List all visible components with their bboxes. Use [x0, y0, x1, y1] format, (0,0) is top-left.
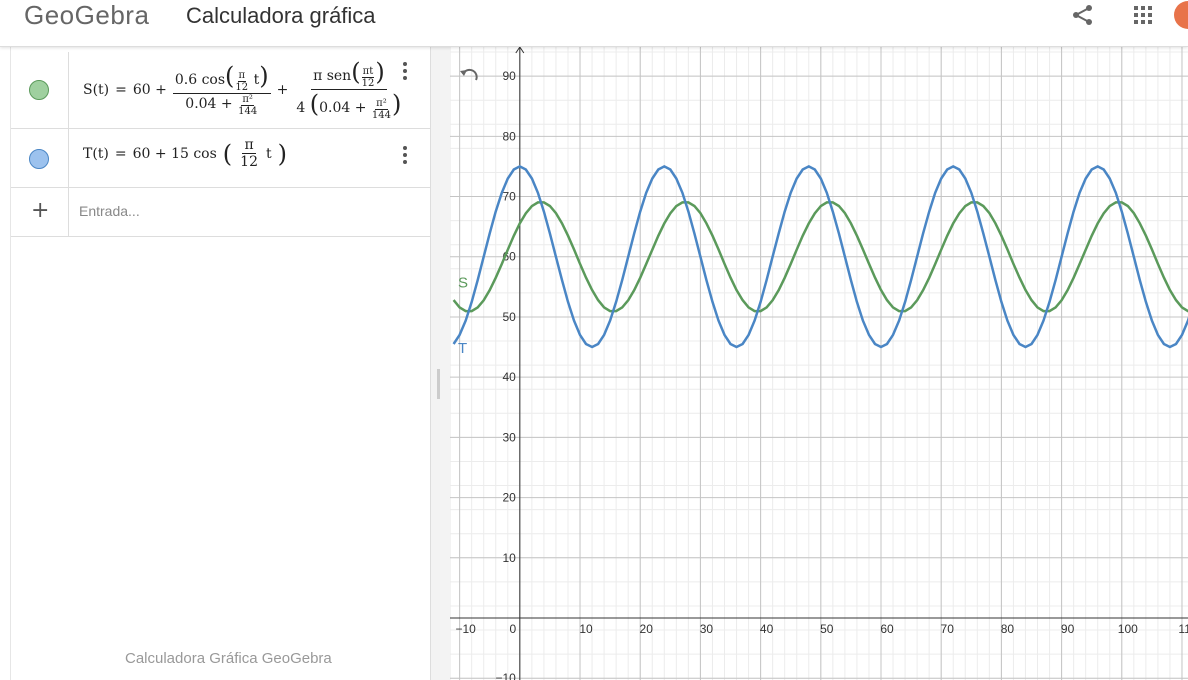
x-tick-label: 60: [880, 622, 894, 636]
lhs: T(t): [83, 145, 109, 162]
x-tick-label: 90: [1061, 622, 1075, 636]
algebra-panel: S(t) = 60 + 0.6 cos(π 12 t) 0.04 + π² 144 …: [10, 47, 431, 680]
y-tick-label: 50: [502, 310, 516, 324]
grid: [450, 46, 1188, 680]
term: 60 +: [132, 81, 167, 98]
x-tick-label: 110: [1178, 622, 1188, 636]
math-text: 4: [296, 100, 306, 116]
math-text: 144: [371, 110, 392, 121]
math-text: 12: [235, 82, 249, 93]
curve-label: T: [458, 340, 467, 357]
math-text: π²: [241, 94, 254, 106]
y-tick-label: 80: [502, 129, 516, 143]
undo-icon[interactable]: [458, 66, 482, 86]
x-tick-label: 20: [640, 622, 654, 636]
header: GeoGebra Calculadora gráfica: [0, 0, 1188, 47]
curve-label: S: [458, 274, 468, 291]
math-text: π sen: [313, 68, 352, 84]
footer-link[interactable]: Calculadora Gráfica GeoGebra: [125, 650, 332, 667]
math-text: 12: [240, 154, 258, 170]
x-tick-label: 70: [941, 622, 955, 636]
term: 60 + 15 cos: [132, 145, 217, 162]
fraction: 0.6 cos(π 12 t) 0.04 + π² 144: [172, 62, 271, 117]
x-tick-label: −10: [455, 622, 476, 636]
math-text: π²: [375, 98, 388, 110]
x-tick-label: 40: [760, 622, 774, 636]
visibility-toggle[interactable]: [29, 149, 49, 169]
x-tick-label: 50: [820, 622, 834, 636]
menu[interactable]: [403, 146, 407, 167]
equation: T(t) = 60 + 15 cos(π 12 t): [83, 137, 288, 170]
input-row[interactable]: + Entrada...: [11, 188, 431, 237]
y-tick-label: 70: [502, 190, 516, 204]
apps-icon[interactable]: [1133, 5, 1153, 25]
x-tick-label: 10: [579, 622, 593, 636]
visibility-toggle[interactable]: [29, 80, 49, 100]
lhs: S(t): [83, 81, 110, 98]
entry-s[interactable]: S(t) = 60 + 0.6 cos(π 12 t) 0.04 + π² 144 …: [11, 52, 431, 129]
y-tick-label: 30: [502, 430, 516, 444]
y-tick-label: −10: [495, 671, 516, 680]
eq: =: [114, 145, 127, 162]
math-text: t: [253, 72, 260, 88]
share-icon[interactable]: [1070, 3, 1096, 27]
math-text: π: [242, 137, 256, 154]
menu[interactable]: [403, 62, 407, 83]
logo[interactable]: GeoGebra: [24, 0, 150, 30]
math-text: 0.6 cos: [174, 72, 226, 88]
splitter[interactable]: [430, 47, 451, 680]
fraction: π sen(πt 12) 4 (0.04 + π² 144): [296, 58, 402, 121]
y-tick-label: 40: [502, 370, 516, 384]
eq: =: [115, 81, 127, 98]
entry-t[interactable]: T(t) = 60 + 15 cos(π 12 t): [11, 129, 431, 188]
y-tick-label: 10: [502, 551, 516, 565]
y-tick-label: 20: [502, 491, 516, 505]
x-tick-label: 0: [509, 622, 516, 636]
math-text: 144: [238, 106, 258, 117]
math-text: π: [237, 70, 247, 82]
math-text: 0.04 +: [185, 96, 233, 112]
graphics-view: −10 0 10 20 30 40 50 60 70 80 90 100 110 −10 10 20 30 40 5…: [450, 46, 1188, 680]
op: +: [276, 81, 289, 98]
axis-arrow: [515, 46, 525, 54]
input-placeholder[interactable]: Entrada...: [79, 203, 140, 219]
avatar[interactable]: [1174, 1, 1188, 29]
app-title: Calculadora gráfica: [186, 3, 376, 28]
x-tick-label: 80: [1001, 622, 1015, 636]
curve: [452, 201, 1188, 313]
math-text: 12: [361, 78, 375, 89]
math-text: 0.04 +: [319, 100, 367, 116]
x-tick-label: 100: [1118, 622, 1138, 636]
equation: S(t) = 60 + 0.6 cos(π 12 t) 0.04 + π² 144 …: [83, 58, 403, 121]
curve: [452, 164, 1188, 349]
math-text: t: [266, 145, 272, 162]
add-icon[interactable]: +: [31, 198, 50, 223]
math-text: πt: [361, 66, 375, 78]
y-tick-label: 90: [502, 69, 516, 83]
x-tick-label: 30: [700, 622, 714, 636]
